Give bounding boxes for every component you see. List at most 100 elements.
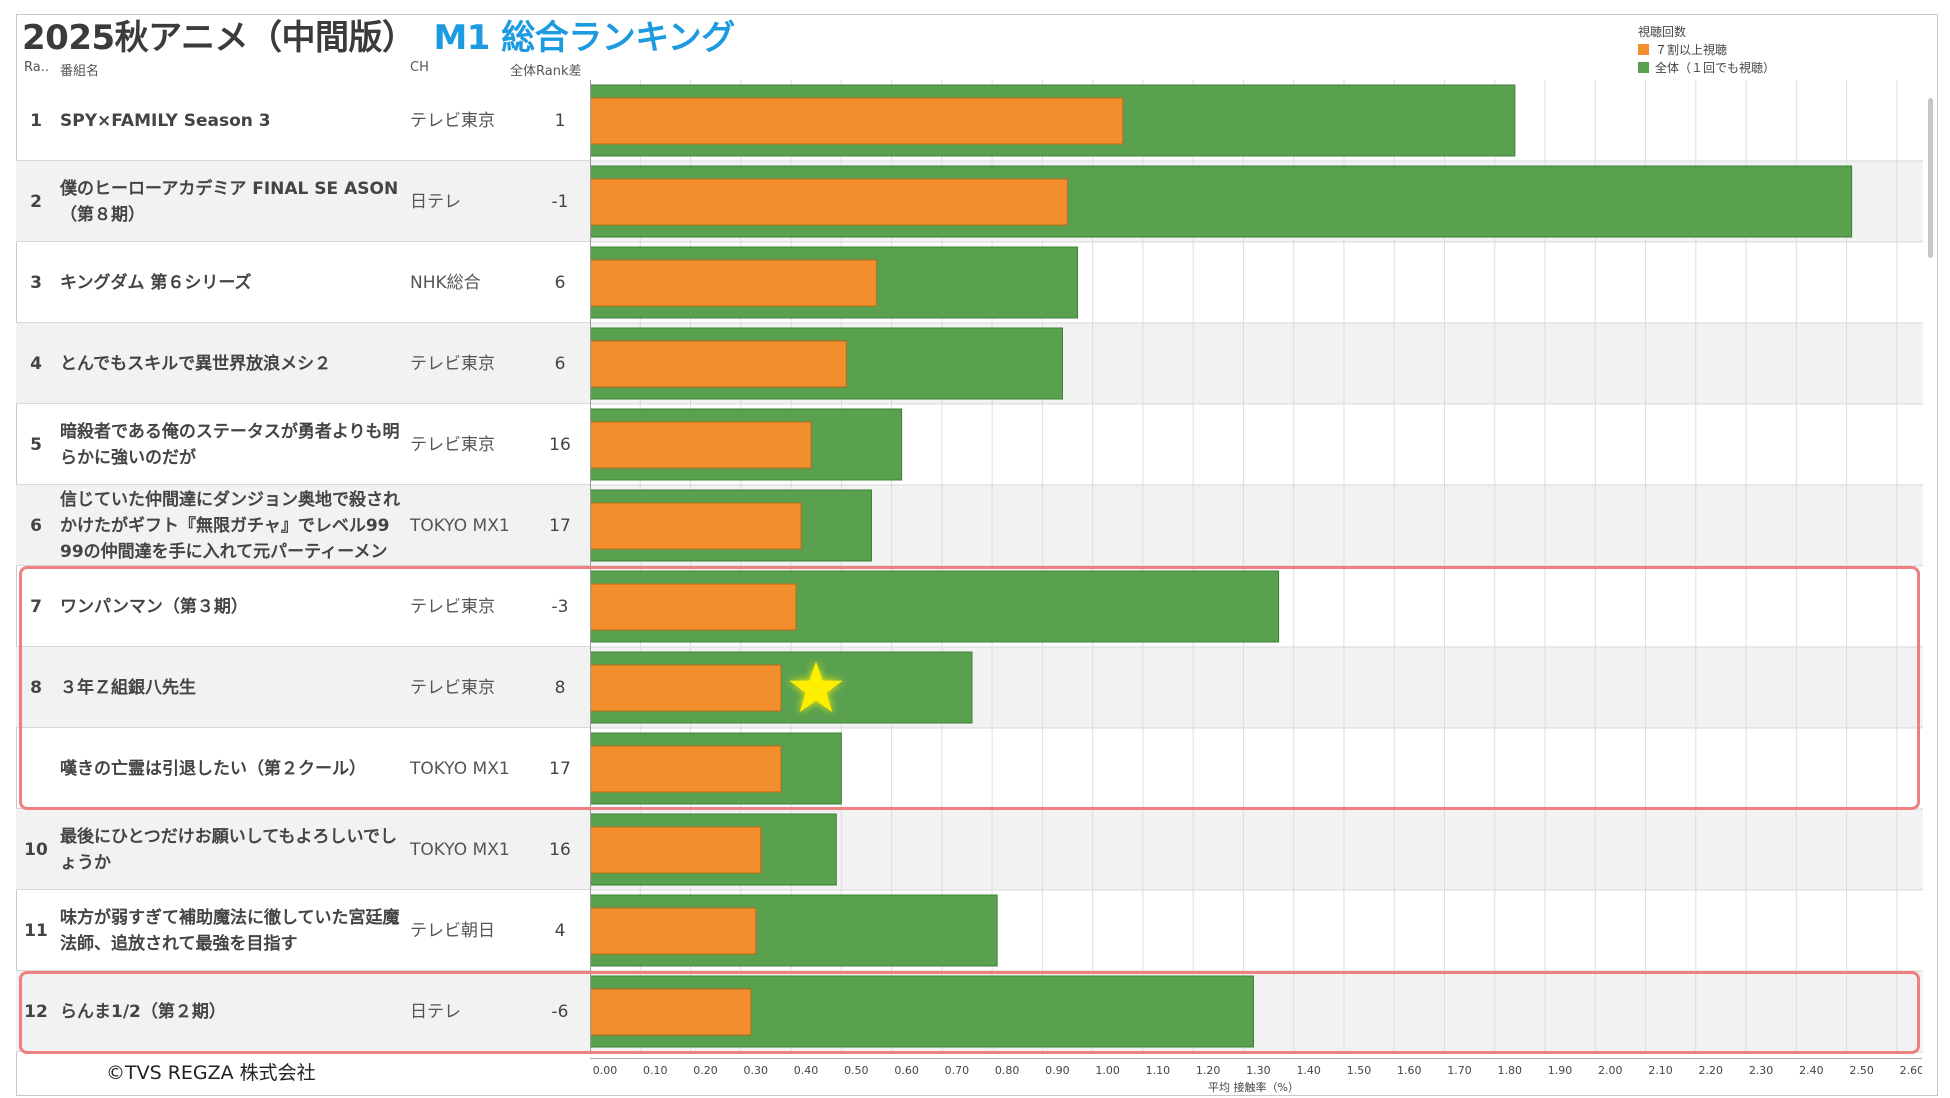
title-cell: 暗殺者である俺のステータスが勇者よりも明らかに強いのだが: [60, 421, 400, 468]
rank-cell: 7: [30, 596, 42, 617]
rank-diff-cell: 1: [554, 110, 566, 131]
copyright: ©TVS REGZA 株式会社: [106, 1062, 316, 1084]
channel-cell: テレビ東京: [410, 110, 495, 131]
title-cell: 僕のヒーローアカデミア FINAL SE ASON（第８期）: [60, 178, 399, 225]
rank-cell: 4: [30, 353, 42, 374]
rank-cell: 2: [30, 191, 42, 212]
title-cell: ワンパンマン（第３期）: [60, 596, 248, 617]
x-tick-label: 2.00: [1598, 1064, 1623, 1077]
rank-cell: 1: [30, 110, 42, 131]
legend: 視聴回数 ７割以上視聴 全体（１回でも視聴）: [1638, 22, 1775, 76]
x-tick-label: 0.80: [995, 1064, 1020, 1077]
rank-diff-cell: -6: [551, 1001, 569, 1022]
header-diff[interactable]: 全体Rank差: [510, 64, 582, 79]
title-cell: キングダム 第６シリーズ: [60, 272, 252, 293]
x-tick-label: 0.00: [593, 1064, 618, 1077]
channel-cell: NHK総合: [410, 272, 481, 293]
bar-70pct: [590, 826, 762, 874]
title-accent: M1 総合ランキング: [433, 18, 735, 58]
rank-cell: 10: [24, 839, 48, 860]
title-cell: 信じていた仲間達にダンジョン奥地で殺されかけたがギフト『無限ガチャ』でレベル99…: [60, 489, 400, 562]
bar-70pct: [590, 664, 782, 712]
x-tick-label: 2.10: [1648, 1064, 1673, 1077]
rank-diff-cell: -3: [551, 596, 569, 617]
x-tick-label: 1.20: [1196, 1064, 1221, 1077]
channel-cell: テレビ東京: [410, 596, 495, 617]
legend-label-all: 全体（１回でも視聴）: [1655, 60, 1776, 75]
legend-swatch-green: [1638, 61, 1649, 73]
x-tick-label: 0.10: [643, 1064, 668, 1077]
title-cell: 最後にひとつだけお願いしてもよろしいでしょうか: [60, 826, 397, 873]
bar-70pct: [590, 421, 812, 469]
x-tick-label: 0.60: [894, 1064, 919, 1077]
x-tick-label: 0.70: [945, 1064, 970, 1077]
rank-diff-cell: 4: [554, 920, 566, 941]
x-axis-title: 平均 接触率（%）: [1208, 1080, 1299, 1094]
channel-cell: テレビ東京: [410, 677, 495, 698]
x-tick-label: 2.20: [1699, 1064, 1724, 1077]
x-tick-label: 0.20: [693, 1064, 718, 1077]
x-tick-label: 0.30: [744, 1064, 769, 1077]
legend-item-all[interactable]: 全体（１回でも視聴）: [1638, 58, 1775, 76]
legend-label-top70: ７割以上視聴: [1655, 42, 1728, 57]
rank-diff-cell: -1: [551, 191, 569, 212]
x-tick-label: 2.50: [1849, 1064, 1874, 1077]
bar-70pct: [590, 907, 757, 955]
legend-title: 視聴回数: [1638, 24, 1687, 39]
bar-70pct: [590, 502, 802, 550]
x-tick-label: 1.90: [1548, 1064, 1573, 1077]
rank-cell: 12: [24, 1001, 48, 1022]
x-axis: 0.00 0.10 0.20 0.30 0.40 0.50 0.60 0.70 0.80 0.90…: [590, 1058, 1922, 1094]
x-tick-label: 2.40: [1799, 1064, 1824, 1077]
x-tick-label: 1.60: [1397, 1064, 1422, 1077]
title-cell: ３年Ｚ組銀八先生: [60, 677, 196, 698]
x-tick-label: 1.80: [1498, 1064, 1523, 1077]
legend-swatch-orange: [1638, 43, 1649, 55]
title-cell: SPY×FAMILY Season 3: [60, 110, 271, 131]
title-cell: らんま1/2（第２期）: [60, 1001, 226, 1022]
x-tick-label: 0.50: [844, 1064, 869, 1077]
rank-diff-cell: 16: [549, 434, 571, 455]
rank-cell: 11: [24, 920, 48, 941]
rank-diff-cell: 6: [554, 353, 566, 374]
header-ch[interactable]: CH: [410, 60, 429, 75]
bar-70pct: [590, 745, 782, 793]
star-icon: [789, 661, 843, 713]
x-tick-label: 1.70: [1447, 1064, 1472, 1077]
x-tick-label: 1.40: [1296, 1064, 1321, 1077]
x-tick-label: 1.00: [1095, 1064, 1120, 1077]
channel-cell: TOKYO MX1: [410, 839, 510, 860]
header-rank[interactable]: Ra..: [24, 60, 49, 75]
channel-cell: 日テレ: [410, 191, 461, 212]
table-row[interactable]: 5 暗殺者である俺のステータスが勇者よりも明らかに強いのだが テレビ東京 16: [16, 404, 1923, 485]
rank-diff-cell: 8: [554, 677, 566, 698]
rank-diff-cell: 17: [549, 758, 571, 779]
rank-diff-cell: 6: [554, 272, 566, 293]
channel-cell: テレビ東京: [410, 434, 495, 455]
bar-chart: [590, 80, 1922, 1053]
bar-70pct: [590, 583, 797, 631]
channel-cell: テレビ東京: [410, 353, 495, 374]
rank-diff-cell: 17: [549, 515, 571, 536]
bar-70pct: [590, 988, 752, 1036]
legend-item-top70[interactable]: ７割以上視聴: [1638, 40, 1775, 58]
x-tick-label: 1.30: [1246, 1064, 1271, 1077]
rank-cell: 5: [30, 434, 42, 455]
channel-cell: TOKYO MX1: [410, 515, 510, 536]
bar-70pct: [590, 178, 1069, 226]
scrollbar[interactable]: [1928, 98, 1933, 258]
rank-cell: [16, 728, 56, 809]
x-tick-label: 0.90: [1045, 1064, 1070, 1077]
x-tick-label: 2.60: [1900, 1064, 1922, 1077]
x-tick-label: 0.40: [794, 1064, 819, 1077]
bar-70pct: [590, 340, 847, 388]
title-cell: とんでもスキルで異世界放浪メシ２: [60, 353, 332, 374]
channel-cell: テレビ朝日: [410, 920, 495, 941]
page-title: 2025秋アニメ（中間版） M1 総合ランキング: [22, 10, 735, 59]
header-name[interactable]: 番組名: [60, 64, 100, 79]
rank-cell: 3: [30, 272, 42, 293]
title-main: 2025秋アニメ（中間版）: [22, 18, 416, 58]
rank-cell: 8: [30, 677, 42, 698]
rank-cell: 6: [30, 515, 42, 536]
rank-diff-cell: 16: [549, 839, 571, 860]
